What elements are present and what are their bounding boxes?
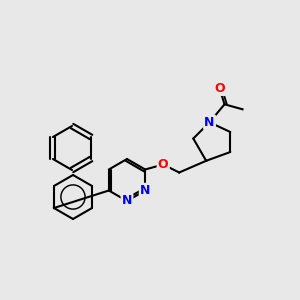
Text: N: N: [140, 184, 150, 197]
Text: N: N: [204, 116, 215, 129]
Text: N: N: [122, 194, 132, 208]
Text: O: O: [158, 158, 169, 171]
Text: O: O: [214, 82, 225, 95]
